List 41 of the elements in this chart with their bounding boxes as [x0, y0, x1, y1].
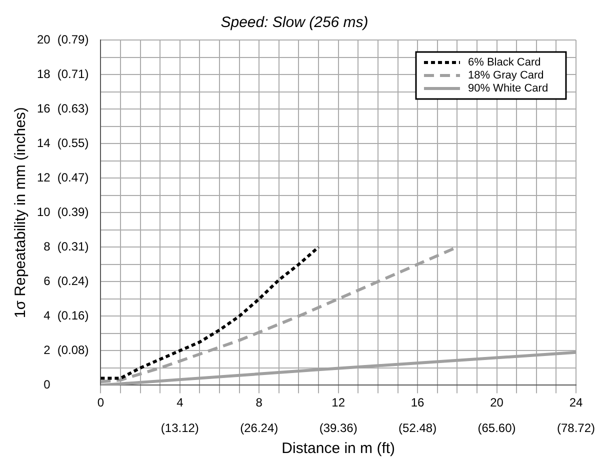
- x2-tick-label: (26.24): [240, 421, 278, 436]
- x2-tick-label: (39.36): [319, 421, 358, 436]
- y-tick-label: 18: [36, 66, 51, 81]
- x-tick-label: 8: [256, 396, 263, 410]
- y2-tick-label: (0.71): [57, 66, 89, 81]
- x-tick-label: 12: [332, 396, 346, 410]
- x-tick-label: 16: [410, 396, 425, 410]
- x-tick-label: 4: [176, 396, 184, 410]
- y2-tick-label: (0.63): [57, 101, 89, 116]
- y-axis-title: 1σ Repeatability in mm (inches): [12, 107, 30, 318]
- chart-title: Speed: Slow (256 ms): [220, 14, 368, 32]
- y-tick-label: 2: [44, 342, 51, 357]
- y2-tick-label: (0.47): [57, 170, 89, 184]
- y2-tick-label: (0.79): [57, 32, 89, 46]
- y-tick-label: 16: [36, 101, 51, 116]
- y-tick-label: 20: [36, 32, 51, 46]
- y2-tick-label: (0.31): [57, 239, 89, 254]
- line-series: [100, 246, 320, 380]
- y-tick-label: 4: [44, 308, 51, 322]
- x-tick-label: 0: [97, 396, 104, 410]
- x-tick-label: 24: [569, 396, 583, 410]
- y-tick-label: 10: [36, 204, 51, 219]
- y2-tick-label: (0.16): [57, 308, 89, 322]
- x2-tick-label: (52.48): [398, 421, 437, 436]
- legend-label: 18% Gray Card: [468, 70, 544, 82]
- y2-tick-label: (0.08): [57, 343, 89, 358]
- y2-tick-label: (0.24): [57, 274, 89, 288]
- y2-tick-label: (0.39): [57, 204, 89, 219]
- y-tick-label: 0: [44, 378, 51, 392]
- legend-label: 6% Black Card: [468, 56, 541, 69]
- y-tick-label: 6: [44, 274, 51, 288]
- legend-label: 90% White Card: [468, 82, 548, 95]
- x-tick-label: 20: [490, 396, 504, 410]
- x-axis-title: Distance in m (ft): [282, 440, 396, 458]
- y-tick-label: 12: [36, 170, 51, 184]
- x2-tick-label: (65.60): [478, 421, 516, 436]
- y-tick-label: 14: [36, 136, 51, 150]
- x2-tick-label: (78.72): [556, 421, 596, 436]
- y2-tick-label: (0.55): [57, 136, 89, 150]
- x2-tick-label: (13.12): [160, 421, 199, 436]
- y-tick-label: 8: [44, 239, 51, 254]
